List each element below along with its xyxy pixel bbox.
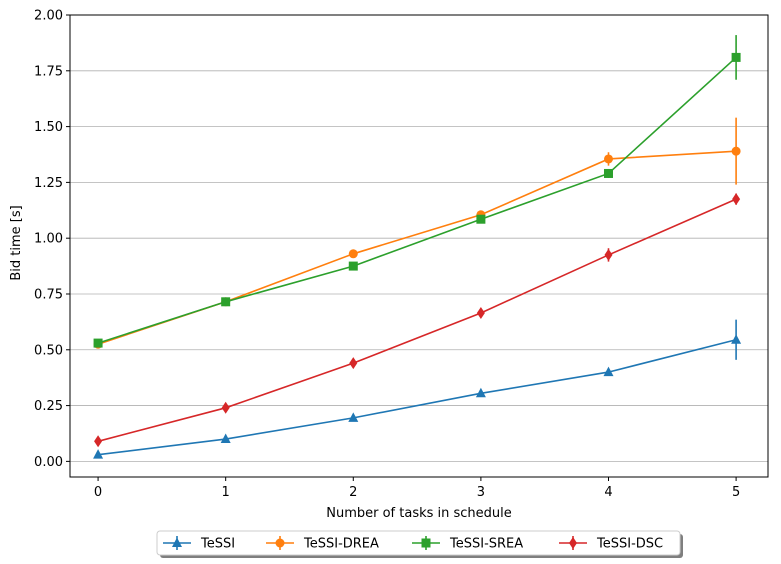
- data-point: [221, 297, 231, 307]
- x-tick-label: 0: [94, 485, 102, 500]
- y-tick-label: 2.00: [34, 9, 63, 24]
- series-line: [97, 56, 737, 344]
- y-tick-label: 0.75: [34, 287, 63, 302]
- data-point: [93, 449, 104, 459]
- x-tick-label: 2: [349, 485, 357, 500]
- y-axis-label: Bid time [s]: [9, 205, 24, 280]
- x-tick-label: 3: [477, 485, 485, 500]
- series-layer: [93, 35, 742, 459]
- legend-item: TeSSI-SREA: [412, 536, 523, 552]
- x-tick-label: 4: [604, 485, 612, 500]
- y-tick-label: 1.75: [34, 64, 63, 79]
- series-tessi-dsc: [94, 193, 741, 448]
- data-point: [349, 357, 358, 370]
- grid-lines: [70, 14, 768, 462]
- data-point: [731, 52, 741, 62]
- data-point: [476, 306, 485, 319]
- data-point: [475, 387, 486, 398]
- legend-marker: [172, 537, 182, 547]
- legend-label: TeSSI-SREA: [449, 537, 523, 552]
- data-point: [603, 168, 613, 178]
- series-line: [97, 150, 737, 345]
- legend-label: TeSSI-DREA: [303, 537, 379, 552]
- data-point: [94, 435, 103, 448]
- legend-item: TeSSI-DREA: [266, 536, 379, 552]
- x-tick-label: 1: [222, 485, 230, 500]
- legend-label: TeSSI: [200, 537, 235, 552]
- data-point: [604, 248, 613, 261]
- legend-marker: [569, 537, 577, 549]
- data-point: [348, 412, 359, 422]
- y-tick-label: 0.25: [34, 399, 63, 414]
- x-axis-label: Number of tasks in schedule: [326, 506, 512, 521]
- series-tessi-drea: [93, 117, 741, 349]
- data-point: [731, 334, 742, 344]
- data-point: [603, 154, 613, 164]
- legend-item: TeSSI-DSC: [559, 536, 663, 552]
- data-point: [731, 146, 741, 156]
- data-point: [603, 366, 614, 377]
- data-point: [93, 338, 103, 348]
- legend-marker: [421, 538, 431, 548]
- y-tick-label: 0.00: [34, 455, 63, 470]
- data-point: [348, 261, 358, 271]
- data-point: [220, 433, 231, 444]
- y-tick-label: 1.00: [34, 232, 63, 247]
- data-point: [221, 401, 230, 414]
- x-tick-label: 5: [732, 485, 740, 500]
- series-tessi-srea: [93, 35, 741, 348]
- y-axis-ticks: 0.00 0.25 0.50 0.75 1.00 1.25 1.50 1.75 2.00: [34, 9, 70, 470]
- y-tick-label: 0.50: [34, 343, 63, 358]
- data-point: [476, 214, 486, 224]
- y-tick-label: 1.25: [34, 176, 63, 191]
- data-point: [732, 193, 741, 206]
- series-line: [97, 198, 737, 443]
- legend-label: TeSSI-DSC: [596, 537, 663, 552]
- series-line: [97, 338, 737, 456]
- plot-frame: [69, 14, 769, 478]
- series-tessi: [93, 319, 742, 459]
- legend: TeSSI TeSSI-DREA TeSSI-SREA TeSSI-DSC: [156, 530, 683, 558]
- legend-item: TeSSI: [163, 536, 235, 552]
- legend-marker: [275, 538, 285, 548]
- data-point: [348, 249, 358, 259]
- x-axis-ticks: 0 1 2 3 4 5: [94, 477, 740, 500]
- y-tick-label: 1.50: [34, 120, 63, 135]
